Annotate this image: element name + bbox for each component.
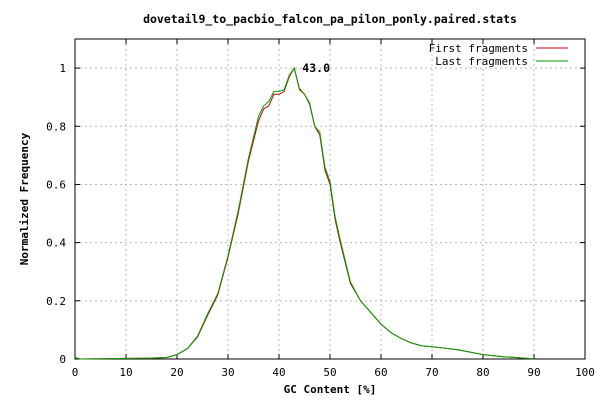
- axis-ticks: 0 10 20 30 40 50 60 70 80 90 100 0 0.2 0.4 0.6 0.8 1: [46, 39, 595, 379]
- series-line-last-fragments: [74, 66, 535, 360]
- x-tick-label: 60: [374, 366, 387, 379]
- legend-label-last-fragments: Last fragments: [435, 55, 528, 68]
- y-axis-label: Normalized Frequency: [18, 132, 31, 265]
- y-tick-label: 0.4: [46, 237, 66, 250]
- y-tick-label: 0.8: [46, 120, 66, 133]
- x-tick-label: 70: [425, 366, 438, 379]
- x-tick-label: 90: [527, 366, 540, 379]
- x-tick-label: 0: [72, 366, 79, 379]
- x-tick-label: 100: [575, 366, 595, 379]
- y-tick-label: 0.2: [46, 295, 66, 308]
- peak-annotation: 43.0: [302, 61, 330, 75]
- x-axis-label: GC Content [%]: [284, 383, 377, 396]
- y-tick-label: 0.6: [46, 178, 66, 191]
- grid-lines: [75, 39, 585, 359]
- y-tick-label: 1: [59, 62, 66, 75]
- annotations: 43.0: [302, 61, 330, 75]
- y-tick-label: 0: [59, 353, 66, 366]
- x-tick-label: 50: [323, 366, 336, 379]
- x-tick-label: 80: [476, 366, 489, 379]
- series-line-first-fragments: [74, 66, 535, 360]
- x-tick-label: 40: [272, 366, 285, 379]
- series-lines: [74, 66, 535, 360]
- legend-label-first-fragments: First fragments: [429, 42, 528, 55]
- x-tick-label: 30: [221, 366, 234, 379]
- chart-title: dovetail9_to_pacbio_falcon_pa_pilon_ponl…: [143, 12, 517, 27]
- x-tick-label: 20: [170, 366, 183, 379]
- x-tick-label: 10: [119, 366, 132, 379]
